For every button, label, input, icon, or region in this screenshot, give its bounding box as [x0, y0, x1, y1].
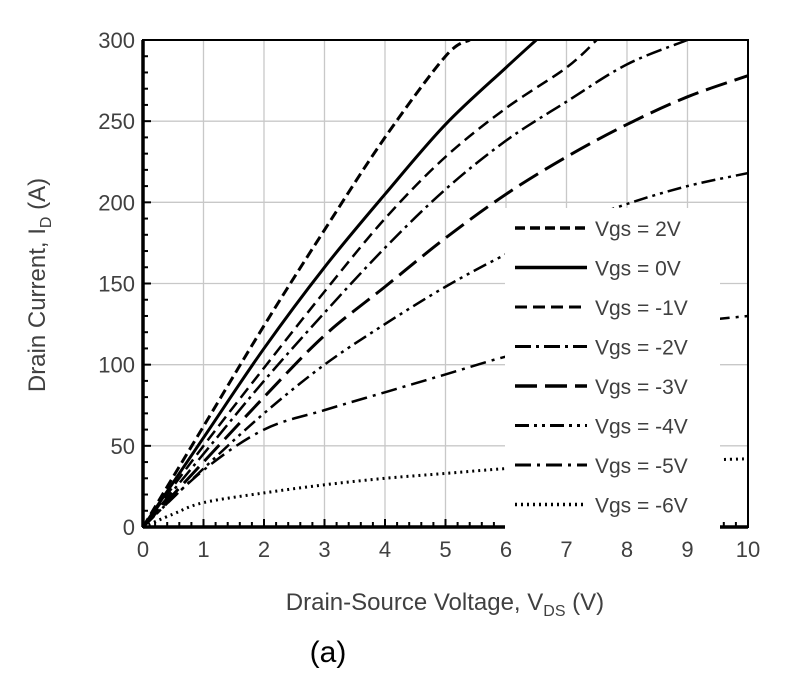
x-tick-label: 9: [681, 537, 693, 562]
legend-label-3: Vgs = -2V: [595, 337, 688, 360]
x-tick-label: 10: [736, 537, 760, 562]
y-tick-label: 100: [98, 353, 135, 378]
x-tick-label: 2: [258, 537, 270, 562]
y-axis-title-unit: (A): [24, 178, 51, 217]
series-line-0: [143, 40, 471, 527]
legend-label-5: Vgs = -4V: [595, 416, 688, 439]
legend-label-6: Vgs = -5V: [595, 455, 688, 478]
series-layer: [143, 40, 748, 527]
x-tick-label: 5: [439, 537, 451, 562]
series-line-5: [143, 171, 748, 527]
legend-label-2: Vgs = -1V: [595, 297, 688, 320]
x-tick-label: 6: [500, 537, 512, 562]
y-tick-label: 150: [98, 272, 135, 297]
y-axis-title: Drain Current, ID (A): [24, 178, 55, 392]
x-axis-title-main: Drain-Source Voltage, V: [286, 589, 543, 616]
x-tick-labels: 0 1 2 3 4 5 6 7 8 9 10: [137, 537, 760, 562]
x-tick-label: 4: [379, 537, 391, 562]
x-tick-label: 1: [197, 537, 209, 562]
legend-label-7: Vgs = -6V: [595, 495, 688, 518]
x-tick-label: 7: [560, 537, 572, 562]
x-tick-label: 3: [318, 537, 330, 562]
series-line-1: [143, 40, 538, 527]
panel-label: (a): [310, 636, 347, 669]
y-tick-label: 200: [98, 190, 135, 215]
series-line-2: [143, 40, 598, 527]
series-line-4: [143, 74, 748, 527]
x-tick-label: 8: [621, 537, 633, 562]
legend-label-4: Vgs = -3V: [595, 376, 688, 399]
legend-label-0: Vgs = 2V: [595, 218, 681, 241]
x-axis-title-sub: DS: [543, 603, 565, 620]
y-tick-label: 250: [98, 109, 135, 134]
x-axis-title-unit: (V): [566, 589, 605, 616]
y-tick-label: 0: [123, 515, 135, 540]
legend-label-1: Vgs = 0V: [595, 258, 681, 281]
y-axis-title-sub: D: [38, 217, 55, 229]
legend-background: [505, 208, 720, 532]
y-tick-labels: 0 50 100 150 200 250 300: [98, 28, 135, 540]
x-tick-label: 0: [137, 537, 149, 562]
y-axis-title-main: Drain Current, I: [24, 228, 51, 392]
legend: Vgs = 2V Vgs = 0V Vgs = -1V Vgs = -2V Vgs = …: [505, 208, 720, 532]
series-line-7: [143, 457, 748, 527]
series-line-3: [143, 40, 688, 527]
y-tick-label: 300: [98, 28, 135, 53]
y-tick-label: 50: [111, 434, 135, 459]
x-axis-title: Drain-Source Voltage, VDS (V): [286, 589, 604, 620]
